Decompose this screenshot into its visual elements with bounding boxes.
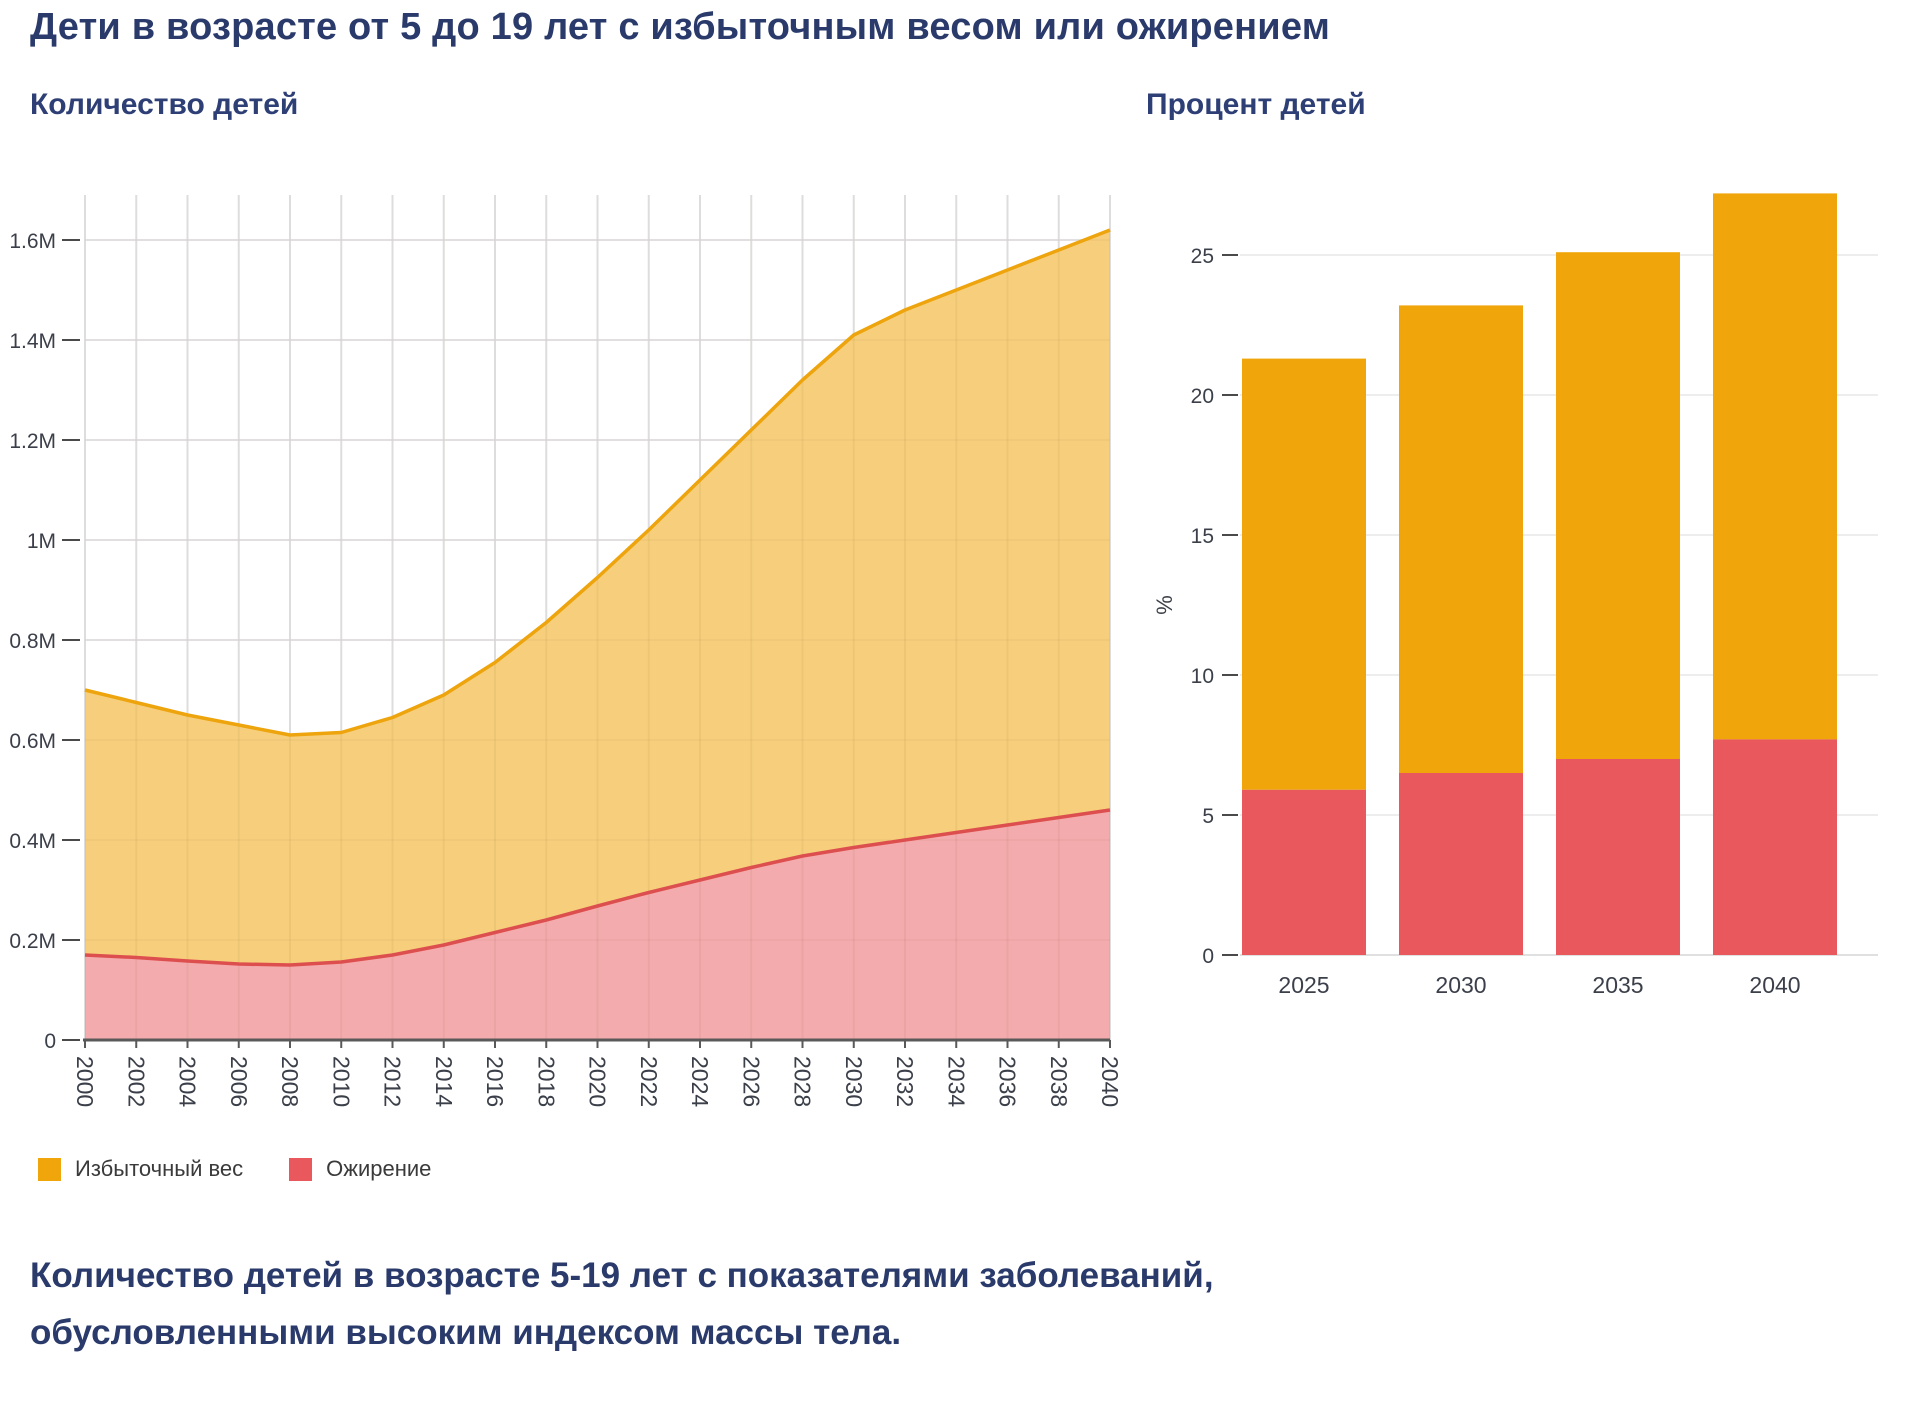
x-tick-label: 2032 — [892, 1056, 918, 1107]
x-tick-label: 2040 — [1097, 1056, 1123, 1107]
x-tick-label: 2025 — [1278, 972, 1329, 998]
bar-2025-overweight — [1242, 358, 1366, 790]
legend-swatch-obesity-icon — [289, 1157, 313, 1181]
x-tick-label: 2038 — [1046, 1056, 1072, 1107]
caption-line-2: обусловленными высоким индексом массы те… — [30, 1312, 902, 1352]
x-tick-label: 2014 — [431, 1056, 457, 1107]
obesity-area-fill — [85, 810, 1110, 1040]
legend-label-overweight: Избыточный вес — [75, 1156, 244, 1181]
y-tick-label: 25 — [1191, 245, 1214, 268]
x-tick-label: 2030 — [841, 1056, 867, 1107]
bar-2030-overweight — [1399, 305, 1523, 773]
y-tick-label: 5 — [1202, 805, 1214, 828]
y-tick-label: 0.2M — [9, 930, 56, 953]
y-tick-label: 0.6M — [9, 730, 56, 753]
y-tick-label: 0 — [44, 1030, 56, 1053]
x-tick-label: 2004 — [175, 1056, 201, 1107]
x-tick-label: 2040 — [1749, 972, 1800, 998]
y-tick-label: 10 — [1191, 665, 1214, 688]
y-tick-label: 1.6M — [9, 230, 56, 253]
x-tick-label: 2010 — [328, 1056, 354, 1107]
x-tick-label: 2002 — [123, 1056, 149, 1107]
x-tick-label: 2018 — [533, 1056, 559, 1107]
x-tick-label: 2024 — [687, 1056, 713, 1107]
obesity-line — [84, 808, 1111, 967]
y-tick-label: 20 — [1191, 385, 1214, 408]
left-chart-title: Количество детей — [30, 88, 299, 121]
y-tick-label: 0.4M — [9, 830, 56, 853]
bar-2025-obesity — [1242, 789, 1366, 955]
overweight-line — [84, 228, 1111, 737]
legend-swatch-overweight-icon — [38, 1157, 61, 1181]
legend-item-overweight: Избыточный вес — [38, 1156, 243, 1182]
x-tick-label: 2034 — [943, 1056, 969, 1107]
legend: Избыточный вес Ожирение — [38, 1156, 477, 1182]
legend-item-obesity: Ожирение — [289, 1156, 431, 1182]
bar-2035-obesity — [1556, 759, 1680, 955]
caption: Количество детей в возрасте 5-19 лет с п… — [30, 1248, 1214, 1361]
y-tick-label: 0.8M — [9, 630, 56, 653]
y-tick-label: 0 — [1202, 945, 1214, 968]
bar-2040-overweight — [1713, 193, 1837, 740]
y-tick-label: 1.4M — [9, 330, 56, 353]
x-tick-label: 2022 — [636, 1056, 662, 1107]
bar-2035-overweight — [1556, 252, 1680, 759]
x-tick-label: 2016 — [482, 1056, 508, 1107]
page-title: Дети в возрасте от 5 до 19 лет с избыточ… — [30, 6, 1330, 48]
bar-2030-obesity — [1399, 773, 1523, 955]
y-tick-label: 1M — [27, 530, 56, 553]
x-tick-label: 2006 — [226, 1056, 252, 1107]
y-tick-label: 1.2M — [9, 430, 56, 453]
x-tick-label: 2035 — [1592, 972, 1643, 998]
caption-line-1: Количество детей в возрасте 5-19 лет с п… — [30, 1256, 1214, 1295]
x-tick-label: 2020 — [585, 1056, 611, 1107]
x-tick-label: 2000 — [72, 1056, 98, 1107]
charts-canvas: 0 0.2M 0.4M 0.6M 0.8M 1M 1.2M 1.4M 1.6M 2000 2002 2… — [9, 193, 1878, 1107]
right-chart-title: Процент детей — [1146, 88, 1366, 121]
area-chart: 0 0.2M 0.4M 0.6M 0.8M 1M 1.2M 1.4M 1.6M 2000 2002 2… — [9, 195, 1123, 1107]
overweight-area-fill — [85, 230, 1110, 965]
x-tick-label: 2008 — [277, 1056, 303, 1107]
y-tick-label: 15 — [1191, 525, 1214, 548]
x-tick-label: 2012 — [380, 1056, 406, 1107]
y-axis-title: % — [1152, 595, 1177, 615]
x-tick-label: 2026 — [738, 1056, 764, 1107]
bar-2040-obesity — [1713, 739, 1837, 955]
x-tick-label: 2030 — [1435, 972, 1486, 998]
x-tick-label: 2028 — [790, 1056, 816, 1107]
legend-label-obesity: Ожирение — [326, 1156, 432, 1181]
x-tick-label: 2036 — [995, 1056, 1021, 1107]
